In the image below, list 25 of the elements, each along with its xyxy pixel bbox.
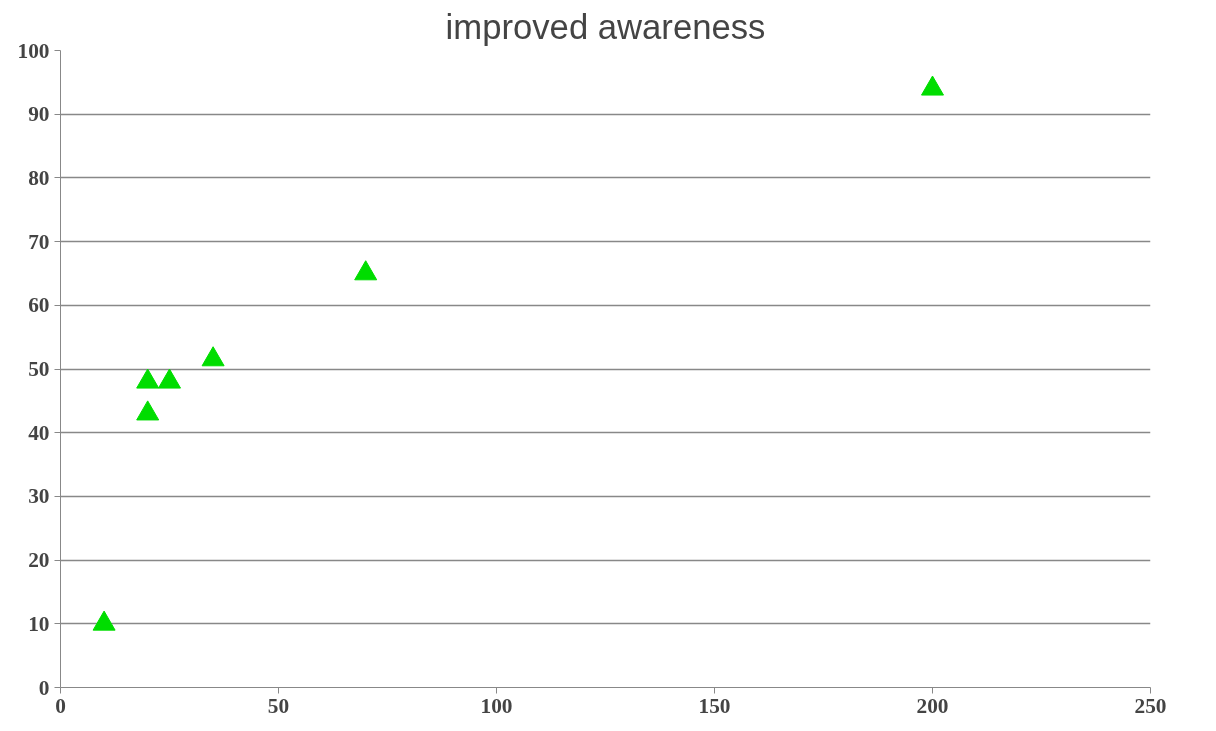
- point: [92, 610, 116, 631]
- y-tick-label: 10: [28, 611, 50, 636]
- y-tick-label: 60: [28, 293, 50, 318]
- point: [136, 400, 160, 421]
- point: [201, 346, 225, 367]
- point: [158, 368, 181, 389]
- y-tick-label: 100: [17, 38, 50, 63]
- y-tick-label: 40: [28, 420, 50, 445]
- x-tick-label: 100: [480, 693, 513, 718]
- y-tick-label: 30: [28, 484, 50, 509]
- chart-title: improved awareness: [445, 7, 766, 46]
- y-tick-label: 0: [38, 675, 50, 700]
- y-tick-label: 90: [28, 102, 50, 127]
- y-tick-label: 70: [28, 229, 50, 254]
- y-tick-label: 80: [28, 165, 50, 190]
- point: [921, 75, 944, 96]
- y-tick-label: 50: [28, 357, 50, 381]
- point: [354, 260, 378, 281]
- x-tick-label: 250: [1134, 693, 1167, 718]
- x-tick-label: 50: [267, 693, 290, 718]
- x-tick-label: 150: [698, 693, 731, 718]
- x-tick-label: 0: [55, 693, 66, 718]
- y-tick-label: 20: [28, 548, 50, 573]
- x-tick-label: 200: [916, 693, 949, 718]
- point: [136, 368, 160, 389]
